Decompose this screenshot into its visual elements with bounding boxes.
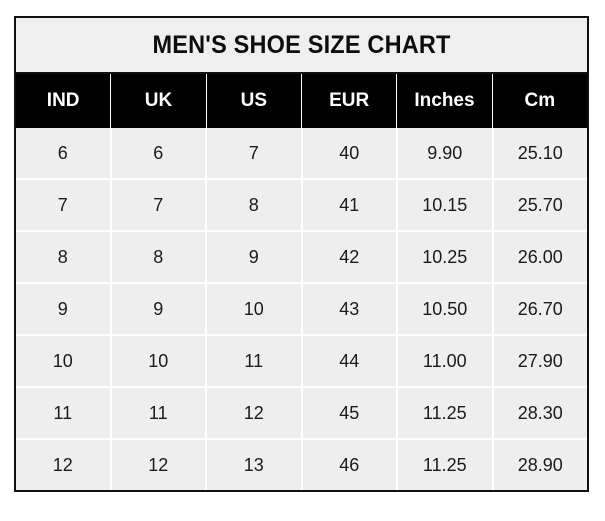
cell-cm: 26.00 — [517, 246, 563, 267]
cell-ind: 12 — [16, 440, 112, 490]
cell-inches: 10.15 — [398, 180, 494, 230]
column-header-ind: IND — [16, 74, 112, 128]
cell-inches: 11.00 — [398, 336, 494, 386]
cell-cm: 28.30 — [517, 402, 563, 423]
cell-uk: 9 — [112, 284, 207, 334]
column-header-us: US — [207, 74, 302, 128]
column-header-uk: UK — [111, 74, 207, 128]
column-header-eur: EUR — [302, 74, 398, 128]
cell-cm: 27.90 — [517, 350, 563, 371]
table-row: 10 10 11 44 11.00 27.90 — [16, 336, 587, 388]
table-row: 8 8 9 42 10.25 26.00 — [16, 232, 587, 284]
cell-us: 9 — [207, 232, 303, 282]
cell-ind: 10 — [16, 336, 112, 386]
cell-ind: 11 — [16, 388, 112, 438]
table-row: 9 9 10 43 10.50 26.70 — [16, 284, 587, 336]
table-row: 12 12 13 46 11.25 28.90 — [16, 440, 587, 490]
cell-ind: 9 — [16, 284, 112, 334]
table-row: 6 6 7 40 9.90 25.10 — [16, 128, 587, 180]
cell-uk: 6 — [112, 128, 207, 178]
cell-eur: 40 — [303, 128, 398, 178]
cell-us: 13 — [207, 440, 303, 490]
cell-eur: 42 — [303, 232, 398, 282]
cell-ind: 6 — [16, 128, 112, 178]
cell-eur: 41 — [303, 180, 398, 230]
cell-inches: 11.25 — [398, 388, 494, 438]
cell-eur: 43 — [303, 284, 398, 334]
table-body: 6 6 7 40 9.90 25.10 7 7 8 41 10.15 25.70… — [16, 128, 587, 490]
cell-inches: 10.50 — [398, 284, 494, 334]
cell-us: 7 — [207, 128, 303, 178]
column-header-inches: Inches — [397, 74, 493, 128]
cell-ind: 8 — [16, 232, 112, 282]
cell-eur: 46 — [303, 440, 398, 490]
cell-cm: 28.90 — [517, 454, 563, 475]
cell-cm: 25.10 — [517, 142, 563, 163]
cell-inches: 11.25 — [398, 440, 494, 490]
column-header-cm: Cm — [524, 90, 556, 111]
cell-eur: 44 — [303, 336, 398, 386]
cell-cm: 26.70 — [517, 298, 563, 319]
cell-inches: 10.25 — [398, 232, 494, 282]
cell-uk: 10 — [112, 336, 207, 386]
cell-uk: 7 — [112, 180, 207, 230]
cell-us: 12 — [207, 388, 303, 438]
cell-ind: 7 — [16, 180, 112, 230]
cell-us: 10 — [207, 284, 303, 334]
table-header-row: IND UK US EUR Inches Cm — [16, 74, 587, 128]
page-title: MEN'S SHOE SIZE CHART — [152, 30, 451, 59]
cell-uk: 8 — [112, 232, 207, 282]
cell-eur: 45 — [303, 388, 398, 438]
table-row: 7 7 8 41 10.15 25.70 — [16, 180, 587, 232]
size-chart-table: MEN'S SHOE SIZE CHART IND UK US EUR Inch… — [14, 16, 589, 492]
cell-us: 11 — [207, 336, 303, 386]
cell-us: 8 — [207, 180, 303, 230]
cell-cm: 25.70 — [517, 194, 563, 215]
table-row: 11 11 12 45 11.25 28.30 — [16, 388, 587, 440]
cell-inches: 9.90 — [398, 128, 494, 178]
cell-uk: 12 — [112, 440, 207, 490]
cell-uk: 11 — [112, 388, 207, 438]
chart-title-row: MEN'S SHOE SIZE CHART — [16, 18, 587, 74]
